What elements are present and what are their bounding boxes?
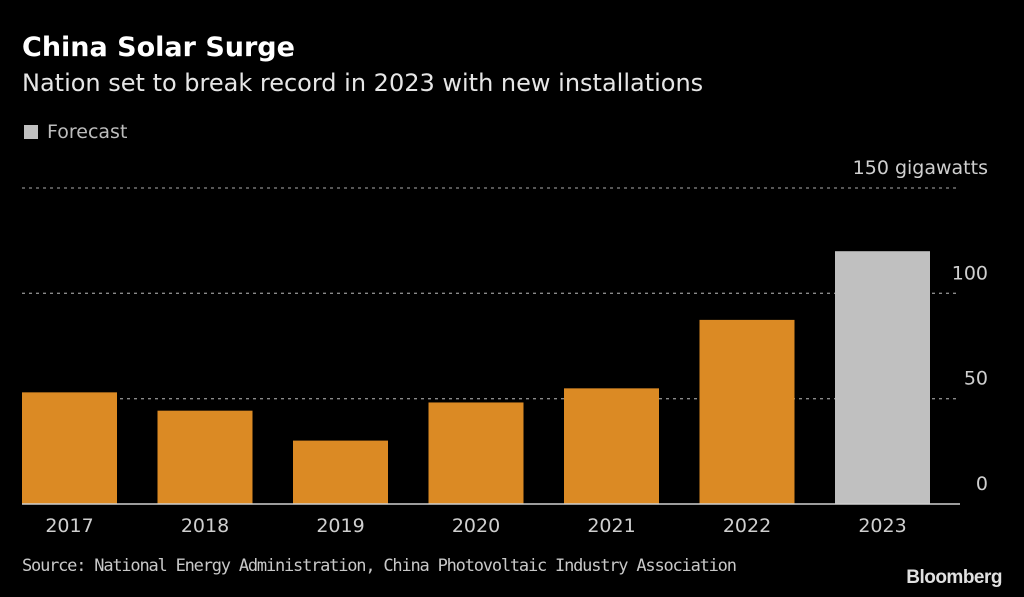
bar xyxy=(157,410,253,504)
y-tick-label: 100 xyxy=(952,262,988,284)
chart-title: China Solar Surge xyxy=(22,32,295,63)
x-tick-label: 2021 xyxy=(587,515,635,537)
legend-label-forecast: Forecast xyxy=(47,121,128,143)
chart-subtitle: Nation set to break record in 2023 with … xyxy=(22,69,704,97)
bar xyxy=(293,440,388,504)
x-tick-label: 2017 xyxy=(45,515,93,537)
x-tick-label: 2018 xyxy=(181,515,229,537)
bar xyxy=(564,388,659,504)
x-tick-label: 2019 xyxy=(316,515,364,537)
legend: Forecast xyxy=(24,121,127,143)
x-tick-label: 2022 xyxy=(723,515,771,537)
x-tick-label: 2020 xyxy=(452,515,500,537)
bar xyxy=(22,392,117,504)
y-tick-label: 50 xyxy=(964,368,988,390)
source-note: Source: National Energy Administration, … xyxy=(22,556,737,576)
bar xyxy=(835,251,930,504)
y-tick-label: 0 xyxy=(976,473,988,495)
bar xyxy=(428,402,524,504)
bar xyxy=(699,319,795,504)
y-tick-label: 150 gigawatts xyxy=(853,157,988,179)
legend-swatch-forecast xyxy=(24,125,38,139)
bloomberg-logo: Bloomberg xyxy=(906,567,1002,588)
x-tick-label: 2023 xyxy=(858,515,906,537)
